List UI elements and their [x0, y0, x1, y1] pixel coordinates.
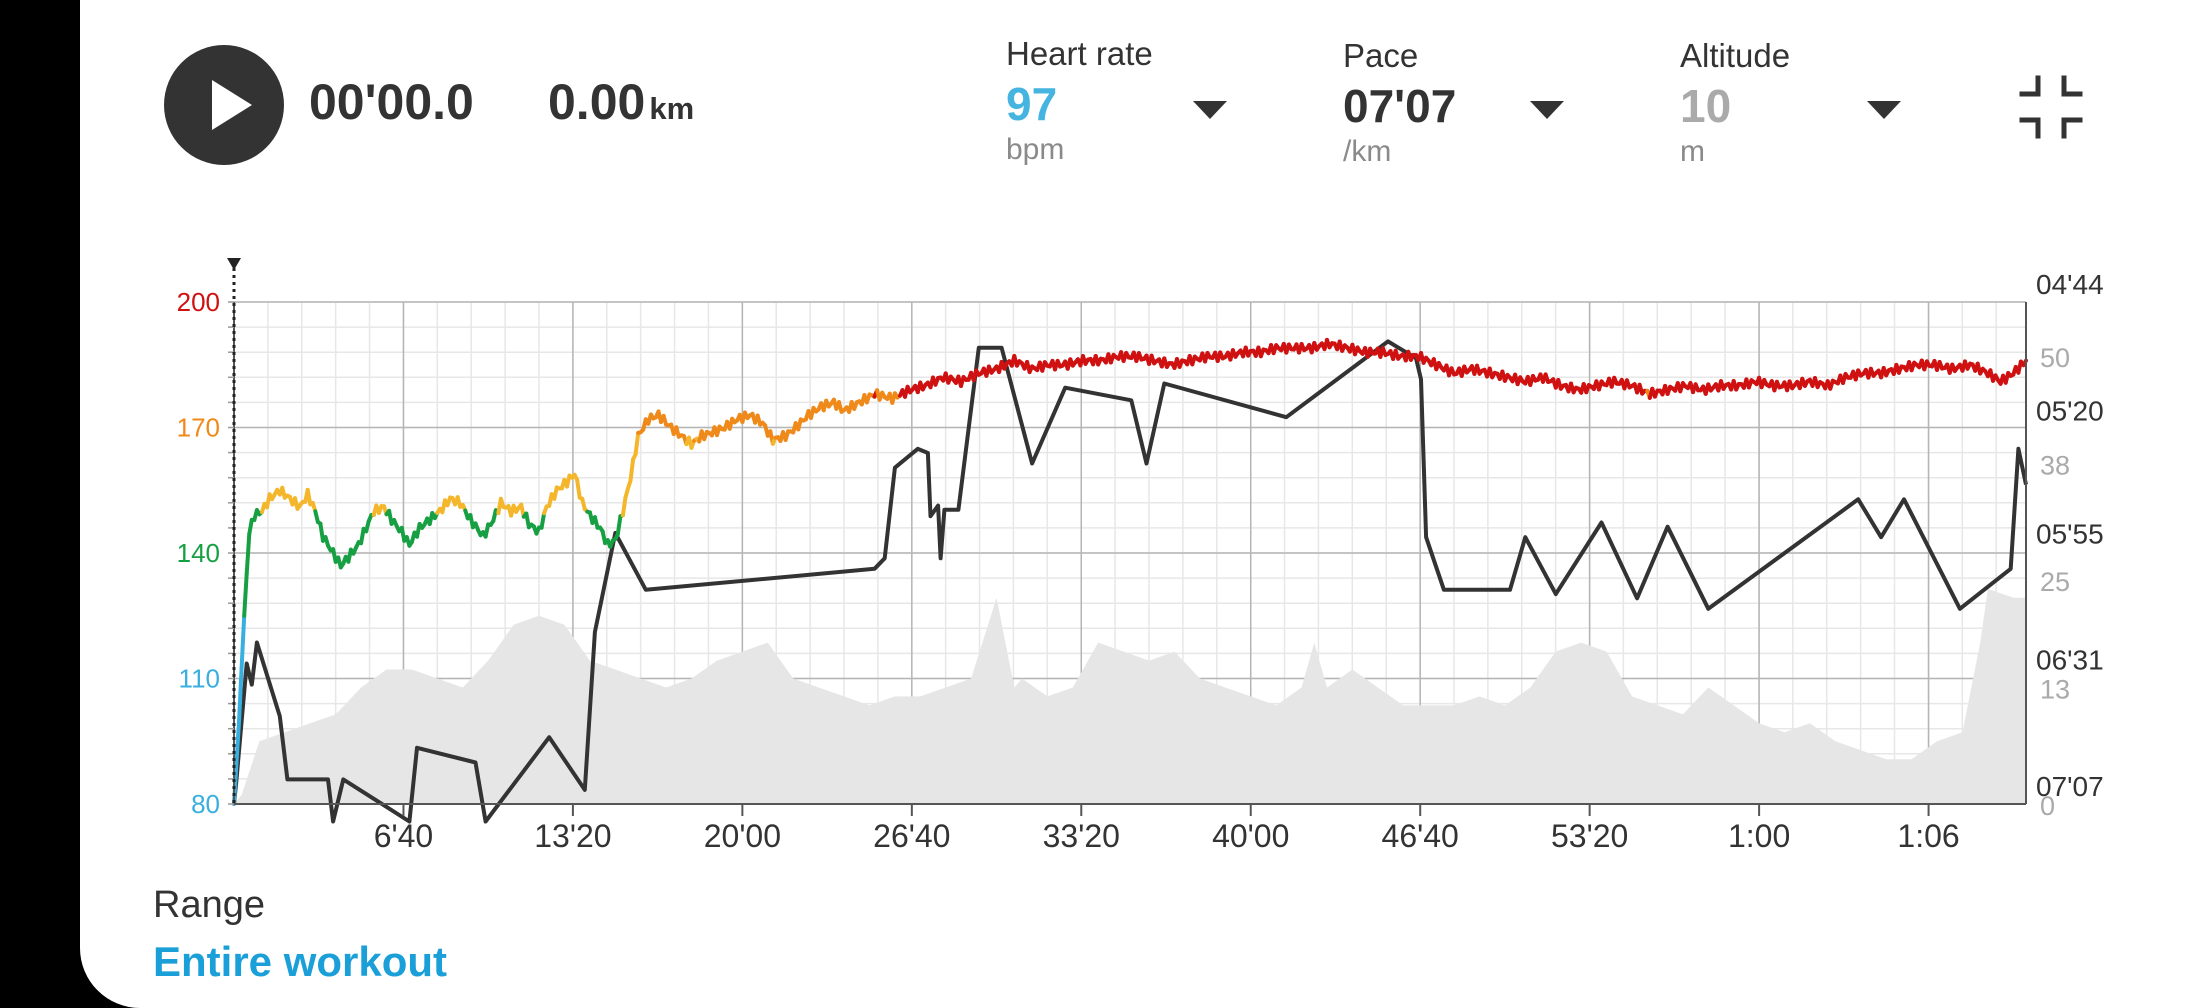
- range-selector[interactable]: Entire workout: [153, 938, 448, 985]
- hr-axis-label: 200: [177, 287, 220, 317]
- x-axis-label: 6'40: [374, 818, 434, 854]
- playhead-marker: [227, 258, 241, 270]
- x-axis-label: 1:06: [1897, 818, 1959, 854]
- metric-value: 97: [1006, 78, 1058, 130]
- heart-rate-segment: [242, 571, 249, 618]
- pace-axis-label: 04'44: [2036, 269, 2104, 300]
- metric-unit: m: [1680, 135, 1705, 168]
- playback-cursor[interactable]: [227, 258, 241, 804]
- chevron-down-icon: [1530, 101, 1564, 119]
- metric-value: 10: [1680, 80, 1732, 132]
- altitude-dropdown[interactable]: [1864, 95, 1904, 125]
- distance-value: 0.00: [548, 74, 646, 130]
- altitude-axis-label: 25: [2040, 567, 2070, 597]
- elapsed-time: 00'00.0: [309, 74, 474, 130]
- pace-series: [232, 339, 2028, 824]
- pace-axis-label: 07'07: [2036, 771, 2104, 802]
- heart-rate-dropdown[interactable]: [1190, 95, 1230, 125]
- play-button[interactable]: [164, 45, 284, 165]
- x-axis-label: 40'00: [1212, 818, 1289, 854]
- heart-rate-segment: [305, 487, 313, 507]
- altitude-axis-label: 0: [2040, 791, 2055, 821]
- metric-value: 07'07: [1343, 80, 1457, 132]
- pace-dropdown[interactable]: [1527, 95, 1567, 125]
- hr-axis-label: 110: [179, 664, 220, 694]
- x-axis-label: 33'20: [1043, 818, 1120, 854]
- metric-pace: Pace 07'07 /km: [1343, 36, 1456, 170]
- axis-lines: [228, 301, 2027, 816]
- range-label: Range: [153, 884, 265, 926]
- heart-rate-segment: [483, 522, 491, 539]
- x-axis-label: 13'20: [534, 818, 611, 854]
- x-axis-label: 26'40: [873, 818, 950, 854]
- heart-rate-segment: [239, 613, 247, 670]
- axis-labels: 80 110 140 170 200 6'40 13'20 20'00 26'40 33'20 40…: [177, 269, 2104, 854]
- altitude-area: [234, 588, 2026, 804]
- heart-rate-segment: [620, 495, 628, 518]
- collapse-icon: [2019, 75, 2083, 139]
- metric-label: Altitude: [1680, 37, 1791, 74]
- workout-chart[interactable]: 80 110 140 170 200 6'40 13'20 20'00 26'40 33'20 40…: [0, 0, 2196, 860]
- heart-rate-segment: [575, 477, 582, 500]
- heart-rate-segment: [244, 531, 252, 576]
- altitude-axis-label: 13: [2040, 674, 2070, 704]
- x-axis-label: 1:00: [1728, 818, 1790, 854]
- hr-axis-label: 80: [191, 789, 220, 819]
- heart-rate-segment: [539, 511, 547, 530]
- pace-line: [232, 339, 2028, 824]
- hr-axis-label: 140: [177, 538, 220, 568]
- pace-axis-label: 05'55: [2036, 518, 2104, 549]
- heart-rate-segment: [234, 718, 242, 765]
- collapse-button[interactable]: [2016, 72, 2086, 142]
- heart-rate-series: [232, 337, 2028, 806]
- heart-rate-segment: [359, 526, 366, 546]
- hr-axis-label: 170: [177, 413, 220, 443]
- pace-axis-label: 05'20: [2036, 395, 2104, 426]
- heart-rate-segment: [633, 430, 641, 457]
- chevron-down-icon: [1867, 101, 1901, 119]
- metric-heart-rate: Heart rate 97 bpm: [1006, 34, 1153, 168]
- distance: 0.00 km: [548, 72, 694, 139]
- chevron-down-icon: [1193, 101, 1227, 119]
- metric-label: Pace: [1343, 37, 1419, 74]
- altitude-series: [234, 588, 2026, 804]
- distance-unit: km: [649, 91, 695, 126]
- heart-rate-segment: [237, 666, 244, 723]
- heart-rate-segment: [628, 457, 636, 483]
- workout-panel: [80, 0, 2196, 1008]
- heart-rate-segment: [247, 517, 254, 536]
- metric-label: Heart rate: [1006, 35, 1153, 72]
- metric-unit: bpm: [1006, 133, 1065, 166]
- x-axis-label: 20'00: [704, 818, 781, 854]
- heart-rate-segment: [615, 514, 623, 537]
- altitude-axis-label: 50: [2040, 343, 2070, 373]
- metric-unit: /km: [1343, 135, 1392, 168]
- metric-altitude: Altitude 10 m: [1680, 36, 1790, 170]
- play-icon: [212, 80, 252, 130]
- x-axis-label: 53'20: [1551, 818, 1628, 854]
- x-axis-label: 46'40: [1382, 818, 1459, 854]
- pace-axis-label: 06'31: [2036, 645, 2104, 676]
- altitude-axis-label: 38: [2040, 450, 2070, 480]
